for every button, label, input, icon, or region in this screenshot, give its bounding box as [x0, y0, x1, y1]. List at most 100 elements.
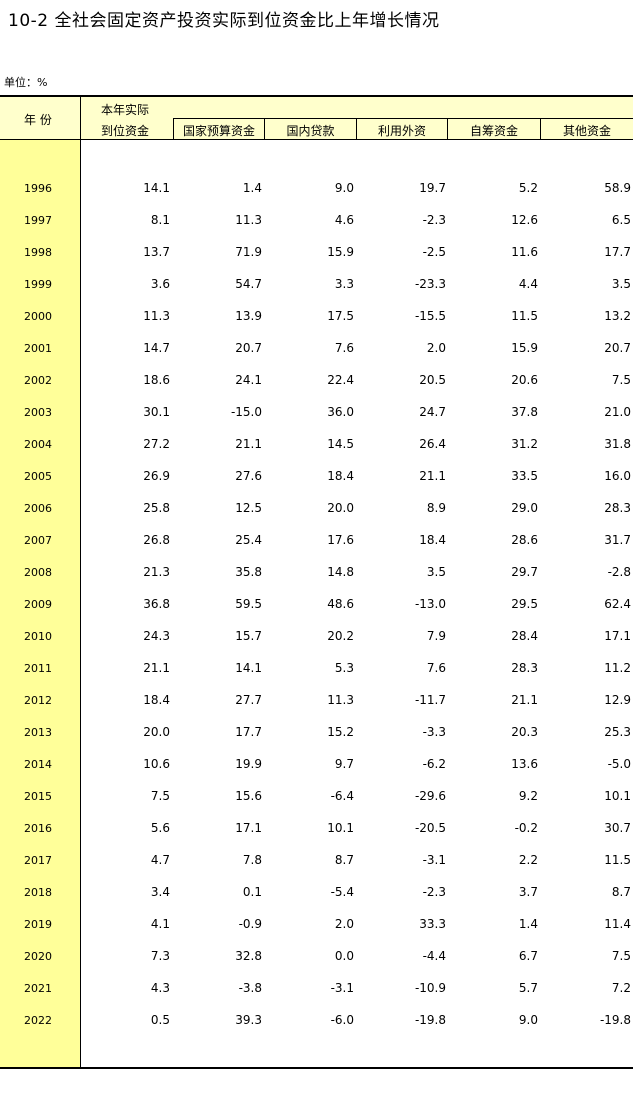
cell-budget: 0.1: [242, 885, 262, 899]
cell-budget: 11.3: [235, 213, 262, 227]
cell-foreign-investment: 21.1: [419, 469, 446, 483]
cell-other: 58.9: [604, 181, 631, 195]
cell-total: 3.4: [150, 885, 170, 899]
row-year: 2021: [24, 982, 52, 995]
row-year: 2003: [24, 406, 52, 419]
cell-budget: 14.1: [235, 661, 262, 675]
col-header-other: 其他资金: [562, 124, 611, 138]
cell-foreign-investment: -10.9: [414, 981, 446, 995]
cell-total: 26.9: [143, 469, 170, 483]
cell-self-raised: 1.4: [518, 917, 538, 931]
cell-other: 10.1: [604, 789, 631, 803]
cell-budget: 54.7: [235, 277, 262, 291]
cell-foreign-investment: -2.5: [422, 245, 446, 259]
cell-budget: 71.9: [235, 245, 262, 259]
cell-domestic-loans: 4.6: [334, 213, 354, 227]
cell-self-raised: 4.4: [518, 277, 538, 291]
cell-foreign-investment: -19.8: [414, 1013, 446, 1027]
cell-self-raised: 2.2: [518, 853, 538, 867]
col-header-self-raised: 自筹资金: [469, 124, 518, 138]
cell-domestic-loans: 15.9: [327, 245, 354, 259]
col-divider: [356, 119, 357, 140]
cell-other: 11.5: [604, 853, 631, 867]
cell-total: 3.6: [150, 277, 170, 291]
cell-budget: -3.8: [238, 981, 262, 995]
cell-total: 25.8: [143, 501, 170, 515]
cell-self-raised: 31.2: [511, 437, 538, 451]
cell-domestic-loans: 5.3: [334, 661, 354, 675]
cell-domestic-loans: 20.0: [327, 501, 354, 515]
cell-budget: 1.4: [242, 181, 262, 195]
cell-domestic-loans: 48.6: [327, 597, 354, 611]
cell-other: 31.7: [604, 533, 631, 547]
cell-domestic-loans: 18.4: [327, 469, 354, 483]
cell-other: 3.5: [611, 277, 631, 291]
cell-budget: 39.3: [235, 1013, 262, 1027]
cell-self-raised: -0.2: [514, 821, 538, 835]
cell-total: 4.1: [150, 917, 170, 931]
cell-domestic-loans: 14.8: [327, 565, 354, 579]
cell-total: 11.3: [143, 309, 170, 323]
total-header-line1: 本年实际: [101, 103, 150, 117]
cell-self-raised: 6.7: [518, 949, 538, 963]
cell-domestic-loans: 9.7: [334, 757, 354, 771]
cell-foreign-investment: 7.9: [426, 629, 446, 643]
cell-total: 21.3: [143, 565, 170, 579]
col-header-domestic-loans: 国内贷款: [286, 124, 335, 138]
cell-self-raised: 28.4: [511, 629, 538, 643]
total-header-line2: 到位资金: [101, 124, 150, 138]
cell-self-raised: 29.5: [511, 597, 538, 611]
cell-total: 26.8: [143, 533, 170, 547]
cell-self-raised: 5.7: [518, 981, 538, 995]
cell-foreign-investment: -15.5: [414, 309, 446, 323]
row-year: 2022: [24, 1014, 52, 1027]
cell-self-raised: 20.6: [511, 373, 538, 387]
cell-other: 7.5: [611, 949, 631, 963]
cell-self-raised: 11.6: [511, 245, 538, 259]
cell-domestic-loans: 20.2: [327, 629, 354, 643]
cell-domestic-loans: 2.0: [334, 917, 354, 931]
cell-budget: 13.9: [235, 309, 262, 323]
year-column-divider: [80, 95, 81, 1067]
cell-total: 18.4: [143, 693, 170, 707]
row-year: 1997: [24, 214, 52, 227]
cell-self-raised: 12.6: [511, 213, 538, 227]
cell-self-raised: 5.2: [518, 181, 538, 195]
col-divider: [264, 119, 265, 140]
cell-other: 20.7: [604, 341, 631, 355]
cell-other: 25.3: [604, 725, 631, 739]
cell-foreign-investment: -11.7: [414, 693, 446, 707]
row-year: 1996: [24, 182, 52, 195]
cell-foreign-investment: 20.5: [419, 373, 446, 387]
cell-other: 31.8: [604, 437, 631, 451]
data-table: 年 份 本年实际 到位资金 国家预算资金 国内贷款 利用外资 自筹资金 其他资金…: [0, 95, 633, 1070]
cell-total: 13.7: [143, 245, 170, 259]
row-year: 2015: [24, 790, 52, 803]
cell-domestic-loans: 17.6: [327, 533, 354, 547]
row-year: 2009: [24, 598, 52, 611]
row-year: 2004: [24, 438, 52, 451]
cell-domestic-loans: -3.1: [330, 981, 354, 995]
cell-domestic-loans: 36.0: [327, 405, 354, 419]
cell-other: 62.4: [604, 597, 631, 611]
cell-budget: 21.1: [235, 437, 262, 451]
cell-total: 7.5: [150, 789, 170, 803]
cell-budget: 17.1: [235, 821, 262, 835]
cell-budget: 24.1: [235, 373, 262, 387]
row-year: 2012: [24, 694, 52, 707]
cell-budget: 17.7: [235, 725, 262, 739]
cell-other: 21.0: [604, 405, 631, 419]
cell-self-raised: 9.2: [518, 789, 538, 803]
cell-domestic-loans: 11.3: [327, 693, 354, 707]
row-year: 2016: [24, 822, 52, 835]
cell-total: 21.1: [143, 661, 170, 675]
row-year: 2019: [24, 918, 52, 931]
cell-budget: 15.7: [235, 629, 262, 643]
cell-total: 18.6: [143, 373, 170, 387]
cell-total: 4.7: [150, 853, 170, 867]
row-year: 2007: [24, 534, 52, 547]
row-year: 2001: [24, 342, 52, 355]
cell-other: 11.2: [604, 661, 631, 675]
cell-budget: 19.9: [235, 757, 262, 771]
cell-foreign-investment: 18.4: [419, 533, 446, 547]
